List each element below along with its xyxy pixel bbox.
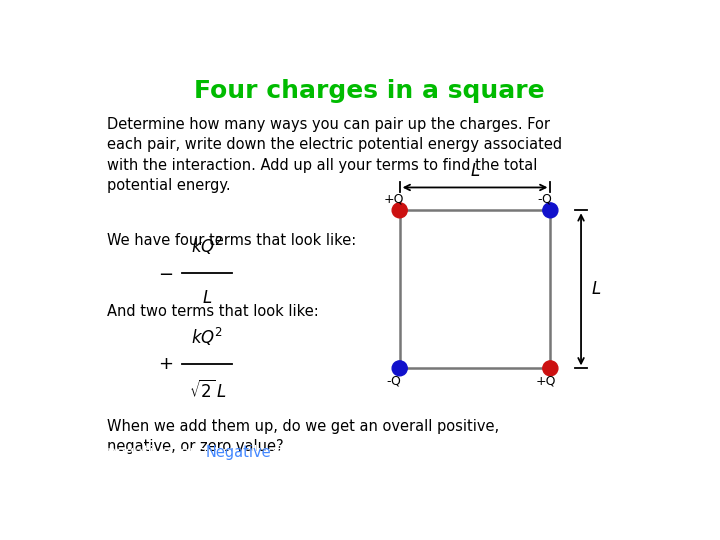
Text: Determine how many ways you can pair up the charges. For
each pair, write down t: Determine how many ways you can pair up … bbox=[107, 117, 562, 193]
Text: $kQ^2$: $kQ^2$ bbox=[191, 326, 223, 348]
Text: +Q: +Q bbox=[384, 192, 405, 205]
Text: $+$: $+$ bbox=[158, 355, 173, 373]
Bar bbox=[400, 210, 550, 368]
Ellipse shape bbox=[392, 203, 408, 218]
Text: +Q: +Q bbox=[536, 374, 556, 387]
Text: -Q: -Q bbox=[387, 374, 402, 387]
Text: $\sqrt{2}\,L$: $\sqrt{2}\,L$ bbox=[189, 380, 226, 402]
Text: $-$: $-$ bbox=[158, 264, 173, 282]
Text: $L$: $L$ bbox=[202, 288, 212, 307]
Text: Negative: Negative bbox=[205, 446, 271, 460]
Text: Four charges in a square: Four charges in a square bbox=[194, 79, 544, 103]
Text: When we add them up, do we get an overall positive,
negative, or zero value?: When we add them up, do we get an overal… bbox=[107, 419, 499, 455]
Text: -Q: -Q bbox=[537, 192, 552, 205]
Text: negative, or zero value?: negative, or zero value? bbox=[107, 446, 288, 460]
Text: $kQ^2$: $kQ^2$ bbox=[191, 235, 223, 257]
Text: $L$: $L$ bbox=[591, 280, 601, 298]
Text: $L$: $L$ bbox=[470, 162, 480, 180]
Ellipse shape bbox=[392, 361, 408, 376]
Ellipse shape bbox=[543, 361, 558, 376]
Ellipse shape bbox=[543, 203, 558, 218]
Text: And two terms that look like:: And two terms that look like: bbox=[107, 304, 318, 319]
Text: We have four terms that look like:: We have four terms that look like: bbox=[107, 233, 356, 248]
